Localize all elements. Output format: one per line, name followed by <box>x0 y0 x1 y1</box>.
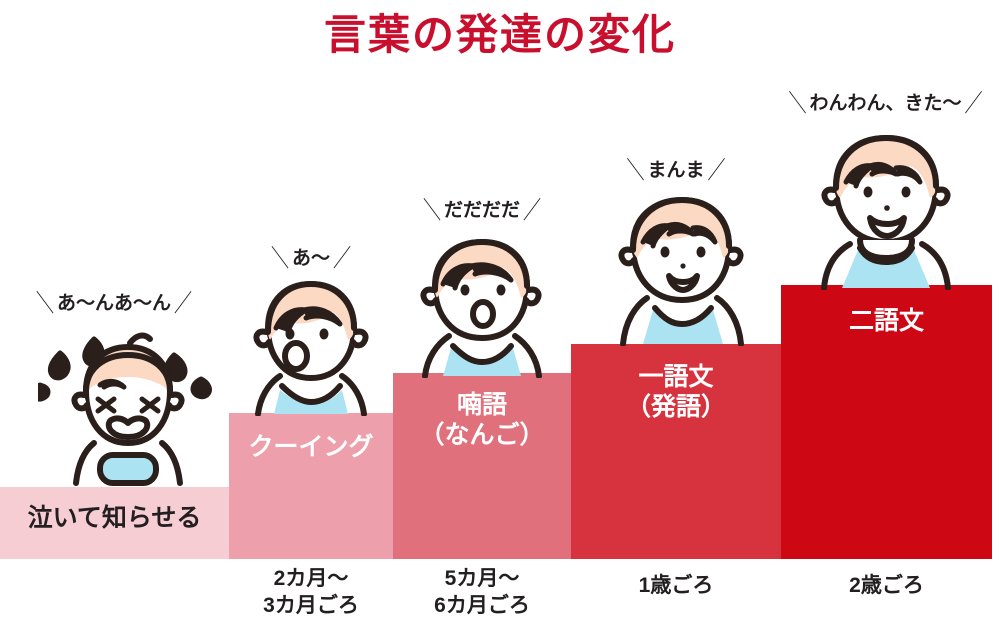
speech-text-stage-2: あ〜 <box>291 248 330 269</box>
bar-stage-4: 一語文 （発語） <box>571 344 781 559</box>
speech-slash-right: ／ <box>707 156 726 184</box>
speech-stage-3: ＼ だだだだ／ <box>393 195 571 224</box>
bar-label-stage-4: 一語文 （発語） <box>625 363 726 421</box>
figure-two-word-child <box>810 124 962 290</box>
speech-slash-left: ＼ <box>788 89 807 117</box>
speech-text-stage-5: わんわん、きた〜 <box>809 93 962 114</box>
speech-slash-left: ＼ <box>626 156 645 184</box>
speech-text-stage-1: あ〜んあ〜ん <box>56 293 171 314</box>
bar-stage-5: 二語文 <box>781 285 992 559</box>
speech-slash-right: ／ <box>333 244 351 272</box>
bar-stage-1: 泣いて知らせる <box>0 487 229 559</box>
speech-slash-right: ／ <box>523 196 541 224</box>
bar-stage-3: 喃語 （なんご） <box>393 373 571 559</box>
page-title: 言葉の発達の変化 <box>323 11 676 58</box>
speech-slash-right: ／ <box>964 89 983 117</box>
bar-label-stage-1: 泣いて知らせる <box>27 504 202 532</box>
bar-stage-2: クーイング <box>229 413 393 559</box>
figure-crying-baby <box>38 325 218 490</box>
speech-stage-4: ＼ まんま／ <box>571 155 781 184</box>
speech-stage-1: ＼ あ〜んあ〜ん／ <box>14 288 214 317</box>
speech-text-stage-3: だだだだ <box>443 200 520 221</box>
figure-cooing-baby <box>248 270 378 416</box>
speech-stage-2: ＼ あ〜／ <box>229 243 393 272</box>
speech-slash-right: ／ <box>174 289 192 317</box>
bar-label-stage-2: クーイング <box>248 433 374 461</box>
speech-slash-left: ＼ <box>270 244 289 272</box>
age-label-stage-3: 5カ月〜 6カ月ごろ <box>434 567 530 618</box>
speech-text-stage-4: まんま <box>647 160 705 181</box>
age-label-stage-2: 2カ月〜 3カ月ごろ <box>263 567 359 618</box>
speech-stage-5: ＼ わんわん、きた〜／ <box>771 88 1000 117</box>
bar-label-stage-5: 二語文 <box>848 307 924 335</box>
figure-babbling-baby <box>413 228 551 378</box>
age-label-stage-4: 1歳ごろ <box>638 574 714 597</box>
bar-label-stage-3: 喃語 （なんご） <box>419 391 545 449</box>
age-label-stage-5: 2歳ごろ <box>849 574 924 597</box>
speech-slash-left: ＼ <box>422 196 441 224</box>
speech-slash-left: ＼ <box>35 289 54 317</box>
figure-one-word-child <box>611 188 753 346</box>
